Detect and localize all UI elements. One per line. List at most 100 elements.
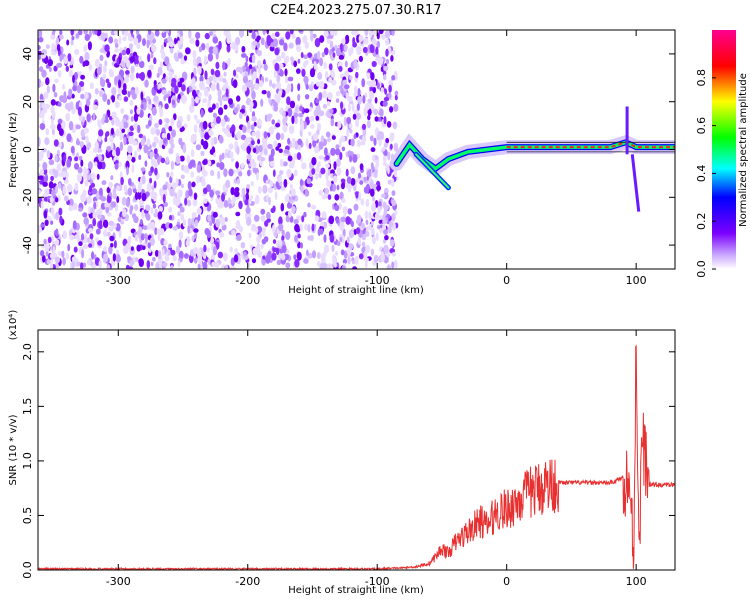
noise-speckle [38, 137, 41, 147]
noise-speckle [357, 87, 361, 97]
noise-speckle [364, 210, 369, 219]
noise-speckle [392, 121, 398, 130]
noise-speckle [391, 75, 396, 81]
noise-speckle [272, 169, 276, 177]
noise-speckle [90, 207, 95, 214]
noise-speckle [102, 93, 108, 102]
noise-speckle [383, 65, 389, 72]
noise-speckle [72, 85, 78, 92]
noise-speckle [208, 107, 214, 113]
noise-speckle [365, 219, 369, 226]
noise-speckle [378, 30, 384, 35]
noise-speckle [100, 78, 106, 87]
noise-speckle [140, 103, 144, 110]
noise-speckle [147, 53, 151, 63]
noise-speckle [80, 74, 85, 80]
noise-speckle [121, 196, 127, 206]
noise-speckle [251, 90, 256, 100]
noise-speckle [326, 263, 333, 269]
noise-speckle [310, 123, 315, 129]
noise-speckle [158, 249, 162, 260]
noise-speckle [145, 204, 151, 211]
noise-speckle [217, 170, 221, 180]
noise-speckle [147, 101, 153, 110]
noise-speckle [304, 188, 309, 197]
noise-speckle [346, 116, 352, 125]
noise-speckle [78, 241, 83, 247]
noise-speckle [41, 254, 46, 263]
noise-speckle [328, 63, 333, 71]
noise-speckle [157, 232, 161, 242]
noise-speckle [383, 116, 387, 125]
noise-speckle [231, 131, 235, 138]
noise-speckle [250, 181, 254, 187]
noise-speckle [79, 141, 84, 148]
noise-speckle [291, 33, 296, 39]
noise-speckle [338, 54, 345, 60]
noise-speckle [232, 79, 238, 89]
noise-speckle [246, 184, 250, 189]
noise-speckle [154, 208, 158, 216]
noise-speckle [207, 99, 211, 109]
noise-speckle [160, 52, 166, 60]
noise-speckle [51, 50, 56, 56]
noise-speckle [316, 81, 320, 87]
noise-speckle [271, 83, 276, 89]
noise-speckle [382, 161, 387, 167]
noise-speckle [83, 30, 88, 35]
noise-speckle [200, 150, 205, 157]
noise-speckle [286, 202, 293, 209]
noise-speckle [336, 184, 340, 191]
noise-speckle [188, 30, 192, 39]
noise-speckle [202, 140, 209, 150]
noise-speckle [340, 101, 344, 110]
noise-speckle [162, 184, 168, 191]
noise-speckle [169, 47, 174, 54]
noise-speckle [45, 244, 51, 250]
noise-speckle [365, 102, 370, 111]
noise-speckle [242, 75, 249, 84]
noise-speckle [330, 147, 336, 156]
noise-speckle [296, 44, 301, 52]
noise-speckle [260, 37, 265, 46]
noise-speckle [72, 220, 77, 230]
noise-speckle [263, 131, 268, 139]
noise-speckle [111, 111, 117, 119]
noise-speckle [75, 124, 81, 130]
noise-speckle [187, 224, 191, 234]
noise-speckle [303, 258, 309, 264]
noise-speckle [340, 178, 346, 184]
snr-y-ticks: 0.0 0.5 1.0 1.5 2.0 [21, 343, 675, 579]
noise-speckle [200, 109, 204, 118]
noise-speckle [154, 227, 158, 235]
noise-speckle [162, 193, 166, 204]
noise-speckle [81, 249, 85, 259]
noise-speckle [287, 137, 291, 145]
noise-speckle [346, 176, 352, 184]
noise-speckle [180, 183, 184, 189]
noise-speckle [86, 259, 91, 266]
noise-speckle [70, 39, 74, 46]
y-tick-label: 0.0 [21, 561, 34, 579]
noise-speckle [208, 31, 214, 36]
noise-speckle [341, 198, 346, 203]
noise-speckle [165, 118, 170, 124]
noise-speckle [335, 217, 339, 224]
noise-speckle [102, 65, 107, 73]
noise-speckle [212, 246, 218, 256]
noise-speckle [78, 207, 83, 212]
noise-speckle [274, 191, 278, 201]
noise-speckle [73, 246, 78, 253]
noise-speckle [168, 136, 174, 145]
x-tick-label: -200 [235, 575, 260, 588]
noise-speckle [382, 201, 387, 209]
noise-speckle [196, 119, 201, 124]
noise-speckle [98, 122, 102, 130]
noise-speckle [88, 227, 94, 233]
noise-speckle [394, 209, 398, 216]
noise-speckle [83, 127, 89, 134]
noise-speckle [209, 189, 215, 198]
noise-speckle [371, 38, 377, 46]
noise-speckle [384, 235, 389, 241]
noise-speckle [235, 211, 241, 217]
